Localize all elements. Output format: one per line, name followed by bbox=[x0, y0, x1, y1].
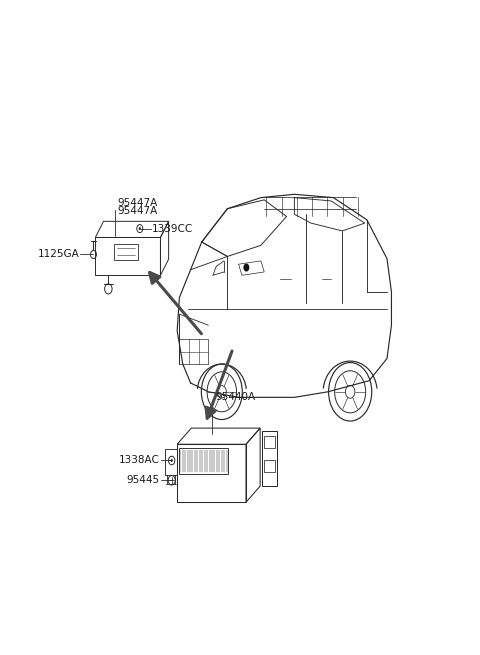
Text: 95447A: 95447A bbox=[118, 198, 158, 208]
Text: 1125GA: 1125GA bbox=[37, 250, 79, 259]
Text: 95447A: 95447A bbox=[118, 206, 158, 215]
Circle shape bbox=[139, 227, 141, 230]
Circle shape bbox=[170, 459, 173, 462]
Text: 95445: 95445 bbox=[126, 476, 159, 485]
Text: 1339CC: 1339CC bbox=[152, 223, 193, 234]
Circle shape bbox=[243, 263, 249, 272]
Text: 95440A: 95440A bbox=[216, 392, 255, 402]
Bar bbox=[264, 460, 275, 472]
Text: 1338AC: 1338AC bbox=[119, 455, 159, 466]
Bar bbox=[264, 436, 275, 448]
